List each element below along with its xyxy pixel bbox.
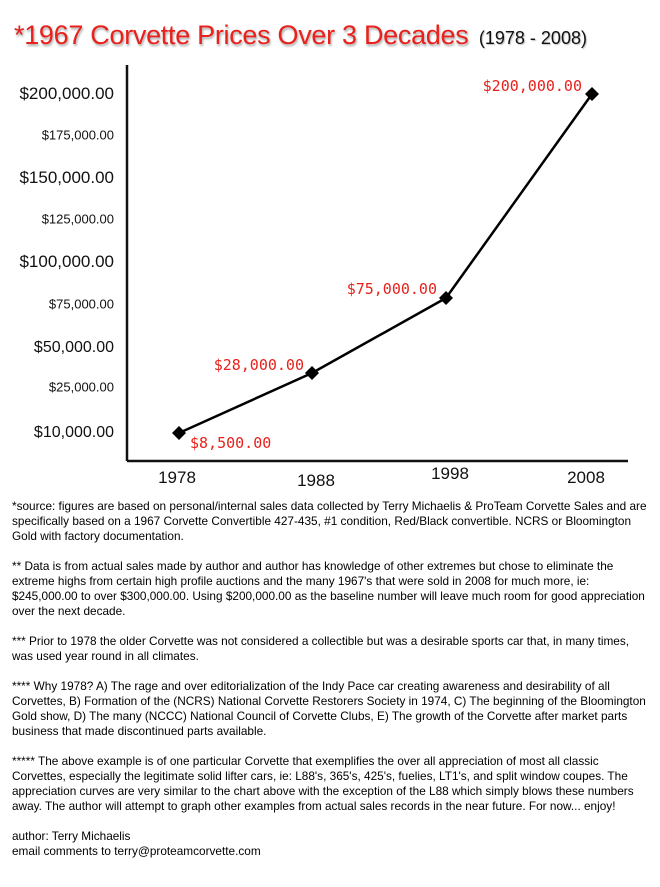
data-label: $8,500.00 <box>190 434 271 452</box>
price-line <box>178 93 594 435</box>
note-pre-1978: *** Prior to 1978 the older Corvette was… <box>12 634 630 663</box>
y-tick-label: $25,000.00 <box>49 380 114 395</box>
x-tick-label: 2008 <box>567 468 605 487</box>
data-point-marker <box>305 366 319 380</box>
price-series <box>172 87 599 440</box>
author-line: author: Terry Michaelis <box>12 829 131 843</box>
note-source: *source: figures are based on personal/i… <box>12 499 647 543</box>
x-tick-label: 1998 <box>431 464 469 483</box>
y-tick-label: $125,000.00 <box>42 212 114 227</box>
chart-title: *1967 Corvette Prices Over 3 Decades (19… <box>14 20 587 51</box>
data-label: $200,000.00 <box>483 77 582 95</box>
data-labels: $8,500.00 $28,000.00 $75,000.00 $200,000.00 <box>190 77 582 452</box>
data-point-marker <box>585 87 599 101</box>
x-tick-label: 1988 <box>297 471 335 490</box>
note-data-basis: ** Data is from actual sales made by aut… <box>12 559 645 618</box>
y-axis-ticks: $10,000.00 $25,000.00 $50,000.00 $75,000.00… <box>19 84 114 441</box>
y-tick-label: $150,000.00 <box>19 168 114 187</box>
footnotes: *source: figures are based on personal/i… <box>12 499 652 859</box>
title-main: *1967 Corvette Prices Over 3 Decades <box>14 20 469 50</box>
chart-axes <box>125 65 628 463</box>
note-why-1978: **** Why 1978? A) The rage and over edit… <box>12 679 646 738</box>
x-tick-label: 1978 <box>158 468 196 487</box>
y-tick-label: $75,000.00 <box>49 297 114 312</box>
y-tick-label: $100,000.00 <box>19 252 114 271</box>
y-tick-label: $175,000.00 <box>42 128 114 143</box>
data-label: $28,000.00 <box>214 356 304 374</box>
email-line: email comments to terry@proteamcorvette.… <box>12 844 261 858</box>
x-axis-ticks: 1978 1988 1998 2008 <box>158 464 605 490</box>
data-label: $75,000.00 <box>347 280 437 298</box>
title-date-range: (1978 - 2008) <box>478 28 587 48</box>
note-example: ***** The above example is of one partic… <box>12 754 634 813</box>
data-point-marker <box>439 291 453 305</box>
data-point-marker <box>172 426 186 440</box>
y-tick-label: $200,000.00 <box>19 84 114 103</box>
y-tick-label: $50,000.00 <box>34 339 114 356</box>
y-tick-label: $10,000.00 <box>34 424 114 441</box>
price-chart: $10,000.00 $25,000.00 $50,000.00 $75,000.00… <box>19 65 628 490</box>
